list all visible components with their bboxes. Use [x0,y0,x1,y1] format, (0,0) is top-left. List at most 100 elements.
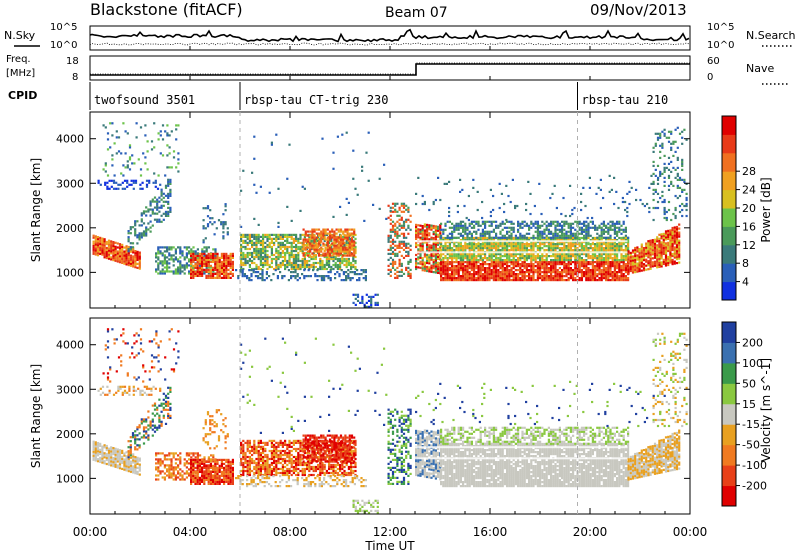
data-cell [116,250,119,253]
data-cell [114,257,117,260]
data-cell [492,245,495,248]
data-cell [194,262,197,265]
data-cell [284,233,287,236]
data-cell [177,158,180,161]
data-cell [207,276,210,279]
data-cell [439,256,442,259]
data-cell [558,234,561,237]
data-cell [421,233,424,236]
data-cell [286,235,289,238]
data-cell [284,257,287,261]
data-cell [284,243,287,247]
data-cell [600,273,603,276]
data-cell [536,245,539,248]
data-cell [209,254,212,257]
data-cell [123,252,126,255]
data-cell [442,253,445,256]
data-cell [376,293,379,296]
data-cell [440,267,443,270]
data-cell [261,271,264,274]
data-cell [166,270,169,273]
cpid-segment-label: rbsp-tau 210 [582,93,669,107]
data-cell [192,246,195,249]
data-cell [398,250,401,253]
data-cell [426,257,429,260]
data-cell [262,241,265,244]
data-cell [179,248,182,251]
data-cell [521,273,524,276]
data-cell [665,136,668,139]
data-cell [457,243,460,246]
data-cell [437,253,440,256]
data-cell [468,263,471,266]
data-cell [201,248,204,251]
data-cell [468,253,471,256]
data-cell [437,249,440,252]
data-cell [115,136,118,139]
data-cell [142,232,146,235]
data-cell [287,269,290,272]
data-cell [667,237,670,240]
data-cell [259,259,262,263]
data-cell [394,222,397,225]
data-cell [96,240,100,243]
data-cell [116,252,119,255]
data-cell [519,245,522,248]
data-cell [202,207,205,210]
data-cell [594,243,597,246]
data-cell [196,262,199,265]
data-cell [198,266,201,269]
freq-tick-top: 18 [66,56,79,67]
data-cell [591,265,594,268]
data-cell [407,266,410,269]
data-cell [462,253,465,256]
data-cell [545,228,548,231]
data-cell [428,246,431,249]
data-cell [470,232,473,235]
data-cell [279,237,282,240]
data-cell [530,265,533,268]
data-cell [303,235,306,238]
data-cell [486,245,489,248]
data-cell [326,236,329,239]
data-cell [673,236,676,239]
data-cell [266,257,269,261]
data-cell [556,245,559,248]
data-cell [112,245,115,248]
data-cell [179,264,182,267]
data-cell [523,271,526,274]
data-cell [172,156,176,159]
data-cell [613,273,616,276]
data-cell [598,263,601,266]
data-cell [339,265,342,269]
data-cell [122,164,125,167]
data-cell [288,259,291,263]
data-cell [528,224,531,227]
data-cell [240,259,243,263]
data-cell [501,220,504,223]
data-cell [330,265,333,269]
data-cell [312,269,315,272]
data-cell [241,271,244,274]
data-cell [675,240,679,243]
data-cell [428,270,431,273]
data-cell [316,269,319,272]
data-cell [455,259,458,262]
data-cell [565,249,568,252]
data-cell [270,237,273,240]
data-cell [525,247,528,250]
data-cell [528,263,531,266]
data-cell [276,275,279,278]
data-cell [432,233,435,236]
data-cell [214,258,217,261]
data-cell [284,259,287,263]
data-cell [605,263,608,266]
data-cell [622,249,625,252]
data-cell [448,245,451,248]
data-cell [466,253,469,256]
data-cell [346,248,349,251]
data-cell [611,224,614,227]
data-cell [550,255,553,258]
data-cell [488,269,491,272]
data-cell [296,273,299,276]
